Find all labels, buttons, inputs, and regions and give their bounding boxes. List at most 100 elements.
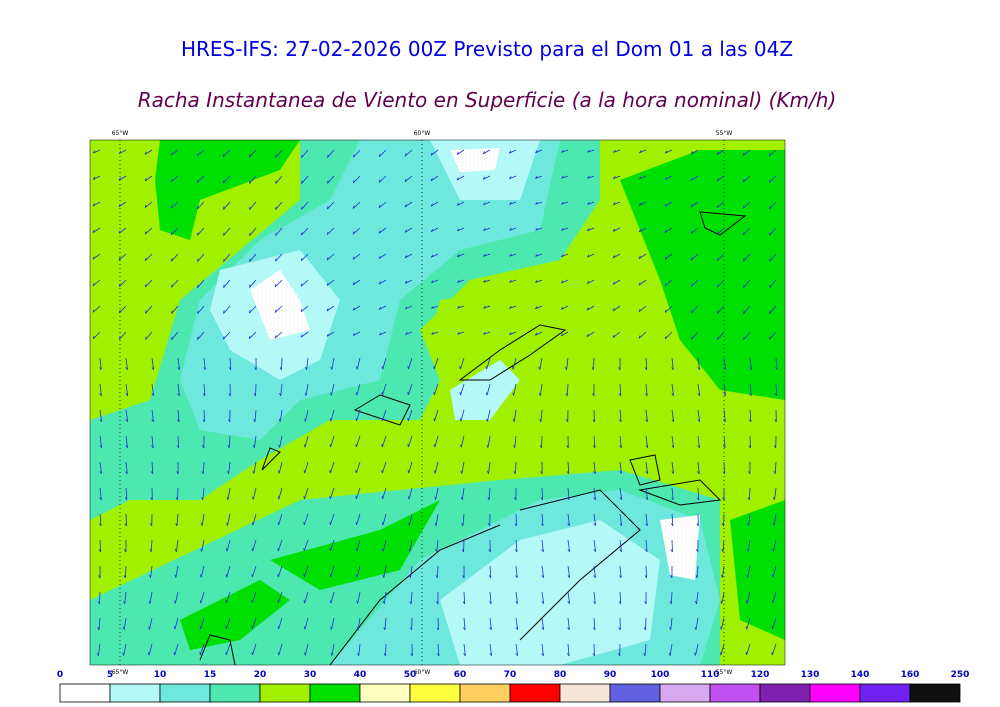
wind-arrow [326,331,335,337]
wind-arrow [151,435,154,449]
wind-arrow [489,617,492,631]
wind-arrow [463,617,466,631]
wind-arrow [749,383,752,397]
wind-arrow [716,279,725,288]
wind-arrow [228,409,231,423]
wind-arrow [197,279,205,288]
wind-arrow [592,435,596,449]
wind-arrow [586,305,595,311]
wind-arrow [723,357,727,371]
wind-arrow [456,227,465,232]
wind-arrow [541,591,545,605]
wind-arrow [587,175,595,179]
wind-arrow [277,487,283,500]
wind-arrow [404,305,413,310]
wind-arrow [436,643,440,657]
colorbar-box [559,683,611,703]
wind-arrow [697,435,700,449]
wind-arrow [99,383,102,397]
wind-arrow [329,409,335,422]
wind-arrow [92,227,101,233]
wind-arrow [118,149,127,155]
wind-arrow [150,487,153,501]
wind-arrow [249,253,257,262]
wind-arrow [538,383,543,396]
wind-arrow [482,201,491,206]
wind-arrow [149,539,153,553]
wind-arrow [670,565,673,579]
wind-arrow [303,591,309,604]
wind-arrow [743,279,751,288]
wind-arrow [508,149,517,154]
colorbar-label: 250 [951,670,970,680]
wind-arrow [226,513,231,526]
wind-arrow [327,149,335,158]
wind-arrow [223,201,231,210]
wind-arrow [486,435,491,448]
wind-arrow [690,305,699,314]
wind-arrow [664,279,673,287]
wind-arrow [177,357,180,371]
wind-arrow [410,643,413,657]
colorbar-box [859,683,911,703]
wind-arrow [407,435,413,448]
wind-arrow [410,617,413,631]
wind-arrow [722,461,726,475]
wind-arrow [151,409,154,423]
wind-arrow [619,435,622,449]
wind-arrow [483,253,491,257]
wind-arrow [586,253,595,258]
wind-arrow [278,409,283,422]
wind-arrow [277,643,283,656]
wind-arrow [586,279,595,285]
wind-arrow [561,175,569,179]
wind-arrow [669,591,673,605]
wind-arrow [743,253,751,262]
wind-arrow [769,227,777,236]
colorbar-label: 0 [57,670,63,680]
wind-arrow [745,643,751,656]
wind-arrow [274,305,283,313]
wind-arrow [304,643,309,656]
wind-arrow [92,305,101,313]
wind-arrow [175,487,179,501]
wind-arrow [619,513,623,527]
wind-arrow [355,539,361,552]
wind-arrow [92,149,101,154]
wind-arrow [326,227,335,236]
wind-arrow [768,149,777,157]
wind-arrow [431,279,439,284]
wind-arrow [226,487,231,500]
wind-arrow [125,435,128,449]
wind-arrow [671,487,674,501]
wind-arrow [488,539,491,553]
wind-arrow [461,539,465,553]
wind-arrow [644,565,648,579]
wind-arrow [99,357,102,371]
wind-arrow [618,643,621,657]
wind-arrow [430,149,439,156]
wind-arrow [277,539,283,552]
wind-arrow [200,513,205,526]
wind-arrow [772,539,777,552]
wind-arrow [275,253,283,262]
wind-arrow [434,513,439,526]
wind-arrow [378,175,387,183]
wind-arrow [456,175,465,181]
wind-arrow [743,331,751,340]
colorbar-box [809,683,861,703]
wind-arrow [462,565,465,579]
wind-arrow [404,253,413,259]
wind-arrow [774,409,777,423]
wind-arrow [771,617,777,630]
wind-arrow [463,643,466,657]
wind-arrow [118,201,127,208]
wind-arrow [567,539,571,553]
wind-arrow [618,383,622,397]
wind-arrow [489,643,493,657]
wind-arrow [303,513,309,526]
colorbar-box [909,683,961,703]
wind-arrow [535,279,543,283]
wind-arrow [643,617,647,631]
wind-arrow [303,617,309,630]
